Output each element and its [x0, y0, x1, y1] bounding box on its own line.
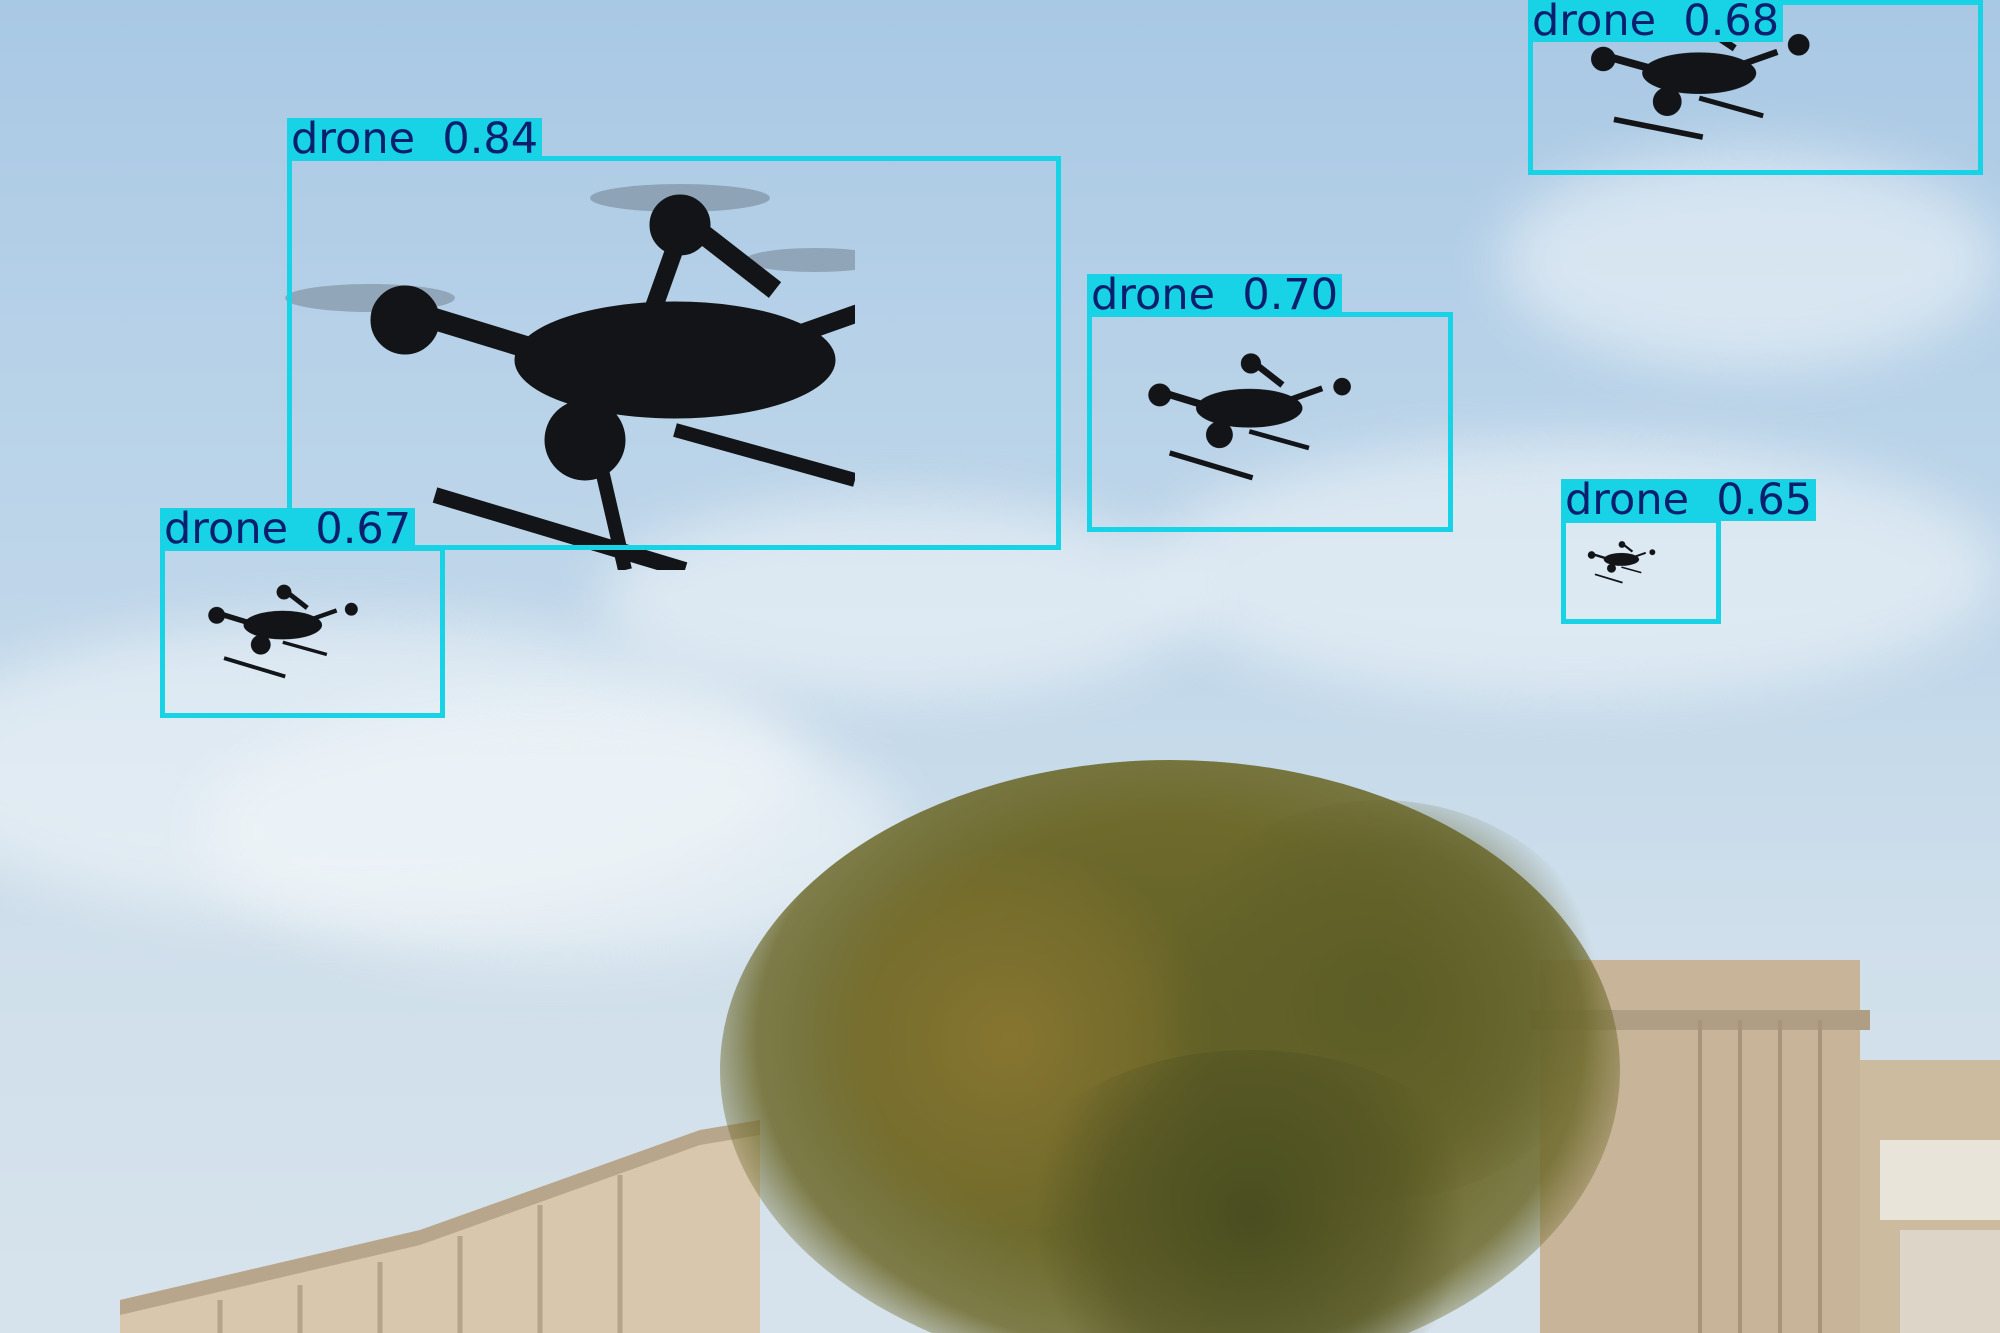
drone: [1148, 353, 1351, 481]
drone: [285, 184, 855, 570]
detection-box: [160, 546, 445, 718]
drone: [208, 584, 358, 679]
cloud: [1500, 150, 2000, 370]
detection-label: drone 0.70: [1087, 274, 1343, 317]
detection-box: [1561, 518, 1721, 624]
drone: [1591, 24, 1810, 140]
detection-box: [287, 156, 1061, 550]
cloud: [600, 500, 1200, 700]
detection-label: drone 0.65: [1561, 479, 1817, 522]
detection-box: [1087, 312, 1453, 532]
drone: [1587, 541, 1656, 584]
detection-label: drone 0.67: [160, 508, 416, 551]
detection-label: drone 0.68: [1528, 0, 1784, 43]
detection-label: drone 0.84: [287, 118, 543, 161]
tree-foliage: [1000, 1050, 1500, 1333]
